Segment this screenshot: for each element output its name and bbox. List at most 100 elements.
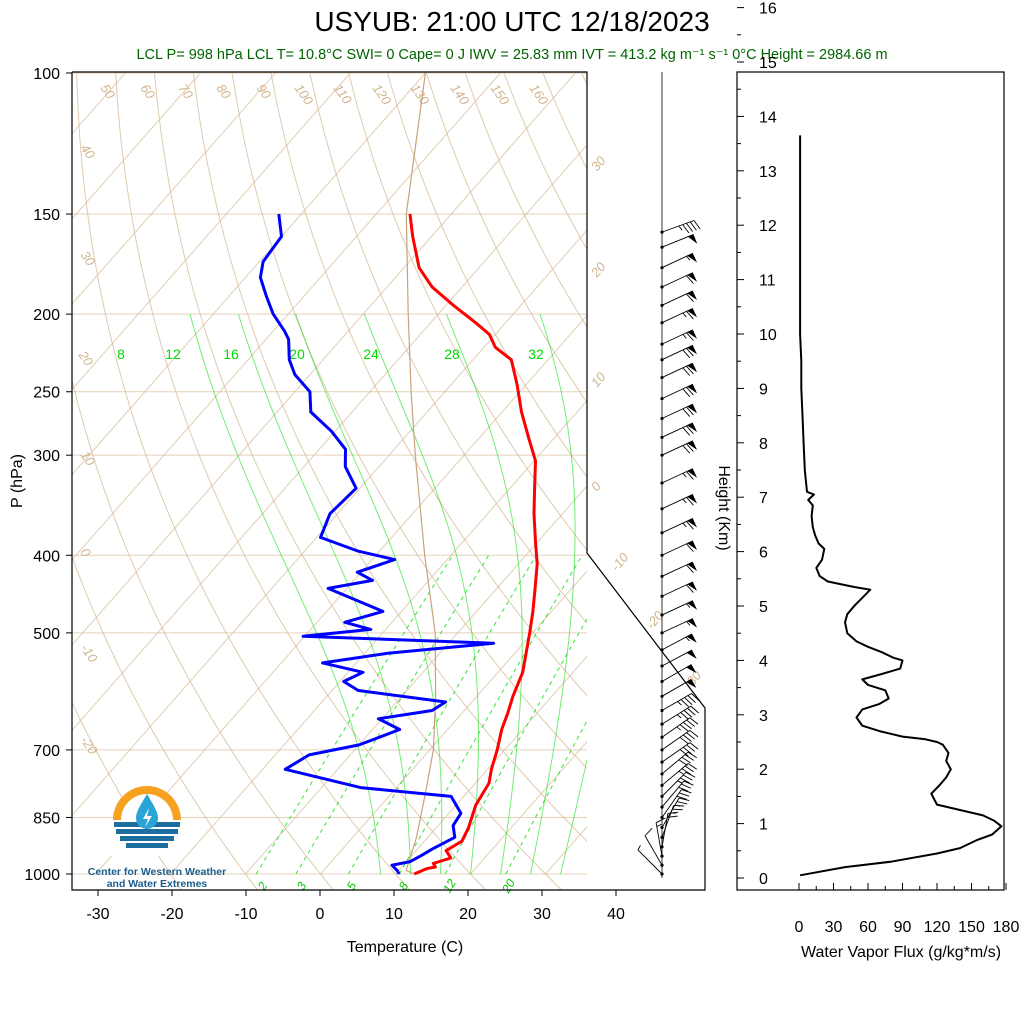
wind-barb-flag — [686, 744, 696, 752]
wind-barb-dot — [660, 531, 664, 535]
flux-tick-label: 60 — [859, 919, 877, 936]
wind-barb-flag — [681, 756, 691, 764]
wind-barb — [660, 234, 698, 249]
mixing-ratio-label: 8 — [117, 346, 125, 362]
logo-text-line2: and Water Extremes — [106, 878, 208, 890]
wind-barb-shaft — [661, 540, 694, 556]
flux-tick-label: 0 — [795, 919, 804, 936]
isotherm-line — [470, 740, 587, 875]
wind-barb-dot — [660, 321, 664, 325]
wind-barb — [660, 780, 694, 809]
wind-barb-dot — [660, 553, 664, 557]
wind-barb-shaft — [661, 730, 691, 751]
wind-barb-flag — [679, 749, 689, 757]
y-tick-label: 850 — [33, 810, 60, 827]
wind-barb — [660, 581, 698, 598]
x-tick-label: -30 — [86, 906, 109, 923]
wind-barb-dot — [660, 794, 664, 798]
wind-barb-flag — [685, 771, 696, 778]
x-tick-label: 10 — [385, 906, 403, 923]
wind-barb-shaft — [661, 468, 694, 484]
wind-barb — [660, 362, 698, 380]
isotherm-line — [72, 72, 276, 305]
wind-barb-shaft — [661, 763, 689, 786]
wind-barb — [660, 751, 698, 776]
wind-barb-flag — [678, 797, 690, 801]
wind-barb-shaft — [661, 618, 694, 634]
wind-barb-flag — [686, 584, 694, 593]
wind-barb-shaft — [661, 494, 694, 510]
wind-barb — [660, 383, 698, 401]
wind-barb-shaft — [661, 290, 694, 306]
wind-barb-flag — [689, 742, 699, 750]
wind-barb-flag — [693, 220, 701, 230]
mixing-ratio-label: 20 — [289, 346, 305, 362]
wind-barb-shaft — [661, 705, 692, 725]
logo-text-line1: Center for Western Weather — [87, 866, 227, 878]
adiabat-label: -10 — [78, 641, 102, 666]
wind-barb-half-flag — [685, 636, 690, 642]
page-title: USYUB: 21:00 UTC 12/18/2023 — [314, 6, 710, 37]
wind-barb-flag — [682, 367, 691, 376]
wind-barb-dot — [660, 266, 664, 270]
wind-barb-flag — [682, 774, 693, 781]
wind-barb — [660, 307, 698, 325]
dry-adiabat-line — [231, 72, 587, 770]
wind-barb — [660, 290, 698, 307]
wind-barb-flag — [686, 543, 694, 552]
wind-barb-half-flag — [682, 472, 687, 478]
mixing-ratio-label: 12 — [165, 346, 181, 362]
height-tick-label: 1 — [759, 817, 768, 834]
wind-barb — [660, 797, 690, 830]
wind-barb-shaft — [661, 272, 694, 288]
wind-barb-shaft — [661, 422, 694, 438]
wind-barb-dot — [660, 594, 664, 598]
wind-barb-flag — [672, 808, 683, 811]
wind-barb — [660, 422, 698, 439]
mixing-ratio-label: 12 — [440, 876, 459, 895]
x-tick-label: 40 — [607, 906, 625, 923]
x-tick-label: 0 — [316, 906, 325, 923]
moist-adiabat-line — [189, 313, 381, 875]
wind-barb — [660, 252, 698, 270]
moist-adiabat-line — [560, 757, 587, 875]
wind-barb-shaft — [661, 440, 694, 456]
wind-barb-shaft — [661, 772, 687, 797]
wind-barb-flag — [682, 445, 691, 454]
moist-adiabat-line — [445, 313, 523, 875]
wind-barb-flag — [683, 710, 693, 718]
isotherm-line — [696, 73, 1024, 874]
wind-barb-flag — [686, 293, 694, 303]
wind-barb-flag — [679, 792, 690, 797]
wind-barb-flag — [680, 712, 689, 720]
cw3e-logo — [110, 786, 184, 856]
wind-barb-shaft — [661, 344, 694, 361]
skew-t-frame — [71, 71, 706, 891]
dry-adiabat-line — [621, 73, 1024, 891]
wind-barb-shaft — [661, 717, 691, 738]
isotherm-line — [72, 144, 587, 732]
wind-barb — [660, 649, 697, 668]
wind-barb-flag — [686, 425, 694, 435]
isotherm-line — [395, 655, 587, 875]
wind-barb-half-flag — [637, 845, 641, 851]
wind-barb-flag — [687, 763, 698, 770]
wind-barb — [660, 618, 698, 635]
flux-tick-label: 120 — [924, 919, 951, 936]
dry-adiabat-line — [72, 555, 259, 890]
wind-barb — [660, 742, 699, 764]
wind-barb-half-flag — [676, 714, 682, 719]
wind-barb — [637, 845, 664, 876]
wind-barb-half-flag — [682, 312, 687, 318]
wind-barb-flag — [676, 795, 687, 800]
height-tick-label: 10 — [759, 327, 777, 344]
wind-barb-dot — [660, 708, 664, 713]
wind-barb-flag — [678, 786, 689, 792]
flux-panel-border — [736, 71, 1005, 891]
isotherm-line — [245, 485, 587, 875]
wind-barb-flag — [682, 408, 691, 417]
wind-barb-flag — [655, 817, 666, 824]
wind-barb-flag — [682, 224, 690, 234]
wind-barb-flag — [683, 734, 692, 742]
wind-barb-dot — [660, 397, 664, 401]
